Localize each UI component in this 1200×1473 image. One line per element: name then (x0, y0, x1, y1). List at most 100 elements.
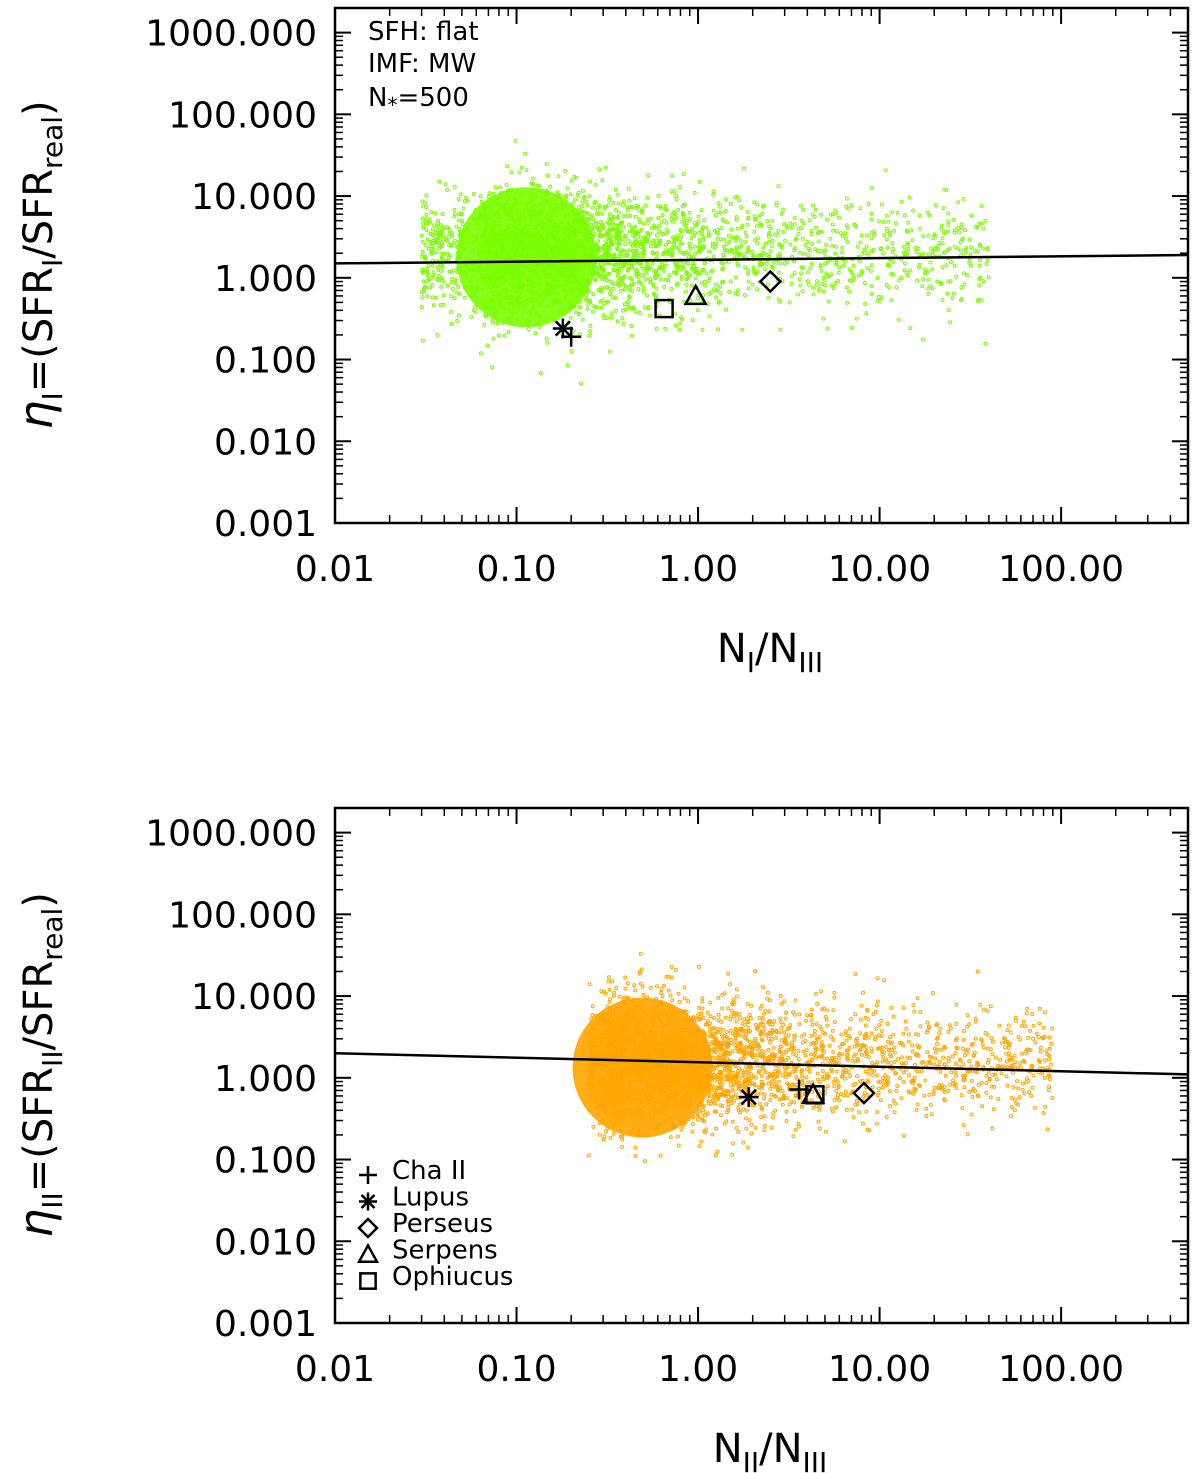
scatter-point (449, 280, 454, 285)
scatter-point (993, 1055, 998, 1060)
scatter-point (960, 226, 964, 231)
scatter-point (531, 304, 536, 309)
scatter-point (439, 263, 444, 268)
scatter-point (743, 240, 748, 245)
x-tick-label: 1.00 (658, 549, 738, 590)
scatter-point (525, 245, 530, 250)
scatter-point (544, 266, 549, 270)
scatter-point (599, 220, 604, 224)
scatter-point (779, 1038, 784, 1043)
scatter-point (960, 236, 965, 241)
scatter-point (453, 281, 458, 286)
scatter-point (439, 243, 444, 248)
scatter-point (604, 252, 609, 257)
scatter-point (456, 218, 461, 223)
scatter-point (959, 285, 964, 290)
scatter-point (713, 1153, 718, 1158)
scatter-point (828, 212, 833, 217)
scatter-point (495, 231, 500, 235)
scatter-point (816, 288, 821, 293)
scatter-point (916, 1032, 921, 1037)
scatter-point (708, 1000, 713, 1005)
scatter-point (608, 291, 613, 296)
scatter-point (646, 220, 651, 225)
scatter-point (631, 243, 636, 248)
scatter-point (680, 204, 685, 209)
scatter-point (433, 211, 438, 216)
scatter-point (755, 269, 760, 274)
scatter-point (452, 207, 457, 212)
scatter-point (663, 326, 668, 331)
scatter-point (587, 194, 592, 199)
scatter-point (895, 1084, 900, 1089)
scatter-point (939, 226, 944, 231)
scatter-point (471, 268, 476, 273)
scatter-point (439, 251, 444, 256)
scatter-point (1017, 1095, 1022, 1100)
scatter-point (935, 279, 940, 284)
scatter-point (557, 252, 562, 257)
scatter-point (737, 1076, 742, 1081)
scatter-point (962, 271, 967, 276)
scatter-point (486, 194, 491, 199)
scatter-point (568, 224, 573, 229)
scatter-point (764, 261, 769, 266)
scatter-point (720, 267, 725, 272)
scatter-point (684, 226, 689, 231)
scatter-point (550, 200, 555, 205)
scatter-point (512, 254, 517, 259)
scatter-point (627, 248, 632, 253)
scatter-point (792, 246, 797, 250)
scatter-point (879, 1045, 884, 1050)
scatter-point (1020, 1087, 1025, 1092)
scatter-point (687, 210, 692, 215)
scatter-point (812, 214, 817, 219)
scatter-point (926, 233, 931, 238)
scatter-point (909, 228, 914, 233)
scatter-point (940, 241, 945, 246)
scatter-point (819, 229, 824, 234)
scatter-point (822, 289, 826, 294)
scatter-point (983, 341, 988, 346)
scatter-point (863, 301, 868, 306)
scatter-point (608, 1135, 613, 1140)
scatter-point (596, 239, 601, 244)
scatter-point (828, 236, 833, 241)
x-tick-label: 0.01 (295, 549, 375, 590)
scatter-point (474, 270, 479, 275)
scatter-point (993, 1072, 998, 1077)
scatter-point (817, 1107, 822, 1112)
scatter-point (819, 1027, 824, 1031)
scatter-point (967, 237, 972, 242)
scatter-point (714, 282, 719, 287)
scatter-point (841, 263, 846, 268)
scatter-point (673, 235, 678, 240)
scatter-point (690, 1129, 695, 1134)
scatter-point (930, 991, 935, 995)
scatter-point (605, 271, 610, 276)
scatter-point (423, 284, 428, 289)
scatter-point (465, 198, 470, 203)
scatter-point (645, 217, 650, 222)
scatter-point (430, 227, 435, 232)
scatter-point (420, 295, 425, 300)
scatter-point (782, 222, 787, 226)
scatter-point (421, 338, 425, 343)
scatter-point (521, 306, 526, 311)
scatter-point (890, 210, 895, 215)
scatter-point (621, 248, 626, 253)
scatter-point (542, 270, 547, 275)
scatter-point (935, 244, 940, 249)
scatter-point (441, 293, 446, 298)
scatter-point (830, 212, 835, 217)
scatter-point (943, 1073, 948, 1078)
scatter-point (591, 304, 596, 309)
scatter-point (586, 227, 591, 232)
scatter-point (958, 248, 963, 253)
scatter-point (924, 1114, 929, 1118)
scatter-point (892, 1110, 897, 1115)
scatter-point (593, 199, 598, 204)
y-axis-label: ηI=(SFRI/SFRreal) (9, 100, 69, 429)
scatter-point (954, 1073, 959, 1078)
scatter-point (969, 213, 974, 218)
